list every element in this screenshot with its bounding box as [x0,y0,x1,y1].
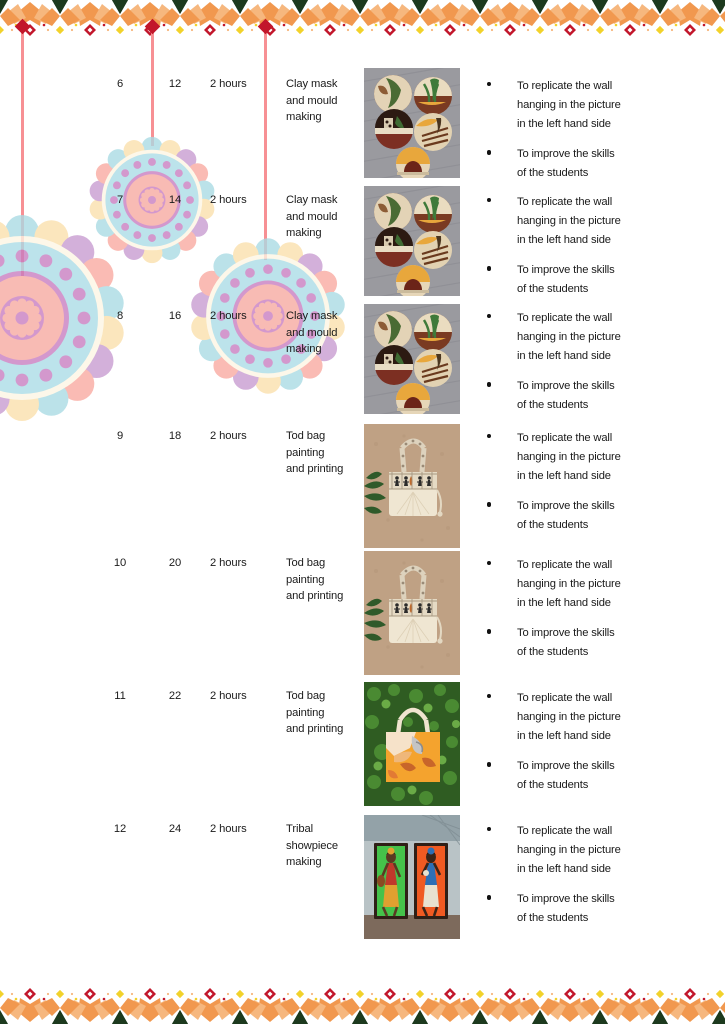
outcome-text: To improve the skills of the students [517,893,615,925]
cell-hours: 22 [168,690,182,702]
photo-clay-masks-on-grey-fabric [364,68,460,178]
cell-duration: 2 hours [210,310,247,322]
cell-hours: 24 [168,823,182,835]
cell-serial: 9 [116,430,124,442]
cell-duration: 2 hours [210,430,247,442]
list-item: To replicate the wall hanging in the pic… [482,428,718,484]
cell-duration: 2 hours [210,690,247,702]
cell-duration: 2 hours [210,557,247,569]
outcome-text: To improve the skills of the students [517,760,615,792]
bullet-icon [487,82,492,87]
cell-serial: 6 [116,78,124,90]
cell-serial: 11 [114,690,126,702]
photo-beige-tote-bag-tribal-print [364,424,460,548]
outcome-text: To replicate the wall hanging in the pic… [517,80,621,130]
list-item: To improve the skills of the students [482,623,718,661]
cell-photo [364,682,460,806]
list-item: To improve the skills of the students [482,144,718,182]
list-item: To improve the skills of the students [482,376,718,414]
bullet-icon [487,266,492,271]
cell-topic: Tod bag painting and printing [286,557,344,603]
photo-orange-painted-tote-bag-on-foliage [364,682,460,806]
cell-serial: 10 [113,557,127,569]
hanging-string-3 [264,28,267,260]
cell-serial: 8 [116,310,124,322]
cell-outcomes: To replicate the wall hanging in the pic… [482,76,718,194]
bullet-icon [487,434,492,439]
outcome-text: To improve the skills of the students [517,500,615,532]
list-item: To replicate the wall hanging in the pic… [482,555,718,611]
hanging-string-2 [151,28,154,146]
list-item: To replicate the wall hanging in the pic… [482,192,718,248]
cell-outcomes: To replicate the wall hanging in the pic… [482,555,718,673]
bullet-icon [487,561,492,566]
bullet-icon [487,198,492,203]
cell-duration: 2 hours [210,194,247,206]
outcome-text: To replicate the wall hanging in the pic… [517,559,621,609]
cell-hours: 14 [168,194,182,206]
cell-topic: Tod bag painting and printing [286,430,344,476]
photo-tribal-showpiece-paintings [364,815,460,939]
bullet-icon [487,762,492,767]
cell-topic: Clay mask and mould making [286,194,338,240]
outcome-text: To replicate the wall hanging in the pic… [517,692,621,742]
cell-photo [364,68,460,178]
list-item: To improve the skills of the students [482,496,718,534]
outcome-text: To improve the skills of the students [517,264,615,296]
outcome-text: To replicate the wall hanging in the pic… [517,825,621,875]
photo-clay-masks-on-grey-fabric [364,304,460,414]
list-item: To replicate the wall hanging in the pic… [482,688,718,744]
cell-topic: Tribal showpiece making [286,823,338,869]
cell-hours: 20 [168,557,182,569]
cell-serial: 7 [116,194,124,206]
list-item: To improve the skills of the students [482,756,718,794]
bottom-decorative-border [0,982,725,1024]
cell-duration: 2 hours [210,78,247,90]
outcome-text: To replicate the wall hanging in the pic… [517,196,621,246]
cell-topic: Clay mask and mould making [286,310,338,356]
outcome-text: To improve the skills of the students [517,380,615,412]
cell-photo [364,424,460,548]
cell-photo [364,186,460,296]
bullet-icon [487,895,492,900]
hanging-string-1 [21,28,24,276]
border-pattern-top [0,0,725,36]
bullet-icon [487,382,492,387]
cell-outcomes: To replicate the wall hanging in the pic… [482,428,718,546]
outcome-text: To replicate the wall hanging in the pic… [517,432,621,482]
outcome-text: To replicate the wall hanging in the pic… [517,312,621,362]
cell-outcomes: To replicate the wall hanging in the pic… [482,688,718,806]
cell-photo [364,815,460,939]
top-decorative-border [0,0,725,42]
cell-outcomes: To replicate the wall hanging in the pic… [482,821,718,939]
photo-clay-masks-on-grey-fabric [364,186,460,296]
cell-hours: 12 [168,78,182,90]
cell-photo [364,551,460,675]
cell-hours: 18 [168,430,182,442]
bullet-icon [487,150,492,155]
list-item: To replicate the wall hanging in the pic… [482,76,718,132]
list-item: To improve the skills of the students [482,889,718,927]
cell-topic: Tod bag painting and printing [286,690,344,736]
list-item: To improve the skills of the students [482,260,718,298]
border-pattern-bottom [0,988,725,1024]
cell-outcomes: To replicate the wall hanging in the pic… [482,308,718,426]
list-item: To replicate the wall hanging in the pic… [482,308,718,364]
cell-topic: Clay mask and mould making [286,78,338,124]
outcome-text: To improve the skills of the students [517,627,615,659]
bullet-icon [487,827,492,832]
cell-duration: 2 hours [210,823,247,835]
cell-photo [364,304,460,414]
bullet-icon [487,502,492,507]
cell-serial: 12 [113,823,127,835]
bullet-icon [487,694,492,699]
bullet-icon [487,629,492,634]
cell-hours: 16 [168,310,182,322]
cell-outcomes: To replicate the wall hanging in the pic… [482,192,718,310]
list-item: To replicate the wall hanging in the pic… [482,821,718,877]
photo-beige-tote-bag-tribal-print [364,551,460,675]
outcome-text: To improve the skills of the students [517,148,615,180]
bullet-icon [487,314,492,319]
